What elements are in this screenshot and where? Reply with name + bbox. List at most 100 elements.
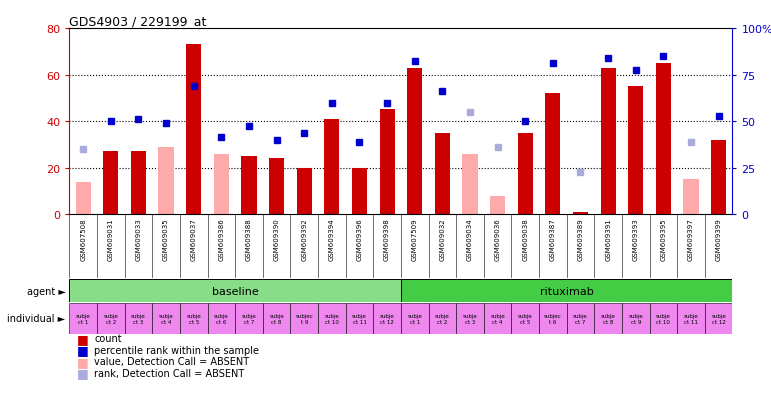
Text: GSM609396: GSM609396 [356,218,362,261]
Text: GSM609391: GSM609391 [605,218,611,261]
Bar [517,133,533,215]
Bar [490,196,505,215]
Bar [103,152,119,215]
Text: GSM609388: GSM609388 [246,218,252,261]
Text: GSM609032: GSM609032 [439,218,446,261]
Text: subje
ct 12: subje ct 12 [712,313,726,324]
Bar [622,303,649,334]
Bar [125,303,152,334]
Bar [152,303,180,334]
Text: subje
ct 2: subje ct 2 [435,313,449,324]
Text: GSM609394: GSM609394 [329,218,335,261]
Bar [180,303,207,334]
Bar [511,303,539,334]
Bar [352,169,367,215]
Text: GSM609038: GSM609038 [522,218,528,261]
Text: GSM609398: GSM609398 [384,218,390,261]
Bar [76,182,91,215]
Bar [705,303,732,334]
Text: subje
ct 7: subje ct 7 [573,313,588,324]
Text: GSM609386: GSM609386 [218,218,224,261]
Text: rank, Detection Call = ABSENT: rank, Detection Call = ABSENT [94,368,244,378]
Bar [656,64,671,215]
Bar [484,303,511,334]
Text: GDS4903 / 229199_at: GDS4903 / 229199_at [69,15,207,28]
Bar [325,119,339,215]
Bar [69,303,97,334]
Text: GSM609399: GSM609399 [715,218,722,261]
Text: ■: ■ [77,355,89,368]
Text: GSM609397: GSM609397 [688,218,694,261]
Text: value, Detection Call = ABSENT: value, Detection Call = ABSENT [94,356,249,366]
Bar [297,169,311,215]
Text: subje
ct 6: subje ct 6 [214,313,229,324]
Text: GSM609395: GSM609395 [661,218,666,261]
Text: GSM609390: GSM609390 [274,218,280,261]
Bar [263,303,291,334]
Bar [269,159,284,215]
Bar [207,303,235,334]
Bar [186,45,201,215]
Text: subje
ct 4: subje ct 4 [159,313,173,324]
Bar [567,303,594,334]
Text: subje
ct 1: subje ct 1 [76,313,90,324]
Text: subje
ct 11: subje ct 11 [684,313,699,324]
Text: individual ►: individual ► [8,313,66,324]
Bar [318,303,345,334]
Text: rituximab: rituximab [540,286,594,296]
Bar [677,303,705,334]
Bar [97,303,125,334]
Text: ■: ■ [77,343,89,356]
Bar [456,303,484,334]
Text: subjec
t 6: subjec t 6 [544,313,562,324]
Text: GSM607508: GSM607508 [80,218,86,261]
Bar [573,212,588,215]
Bar [649,303,677,334]
Text: GSM609393: GSM609393 [633,218,638,261]
Bar [131,152,146,215]
Bar [241,157,257,215]
Text: GSM609036: GSM609036 [495,218,500,261]
Text: baseline: baseline [212,286,258,296]
Bar [429,303,456,334]
Bar [373,303,401,334]
Text: subje
ct 5: subje ct 5 [187,313,201,324]
Bar [628,87,643,215]
Text: subje
ct 11: subje ct 11 [352,313,367,324]
Text: subje
ct 10: subje ct 10 [325,313,339,324]
Bar [401,280,732,302]
Text: subje
ct 5: subje ct 5 [518,313,533,324]
Text: GSM609387: GSM609387 [550,218,556,261]
Bar [214,154,229,215]
Bar [69,280,401,302]
Text: GSM609037: GSM609037 [190,218,197,261]
Text: subje
ct 9: subje ct 9 [628,313,643,324]
Bar [401,303,429,334]
Text: agent ►: agent ► [27,286,66,296]
Text: subjec
t 9: subjec t 9 [295,313,313,324]
Text: subje
ct 2: subje ct 2 [103,313,118,324]
Bar [711,140,726,215]
Bar [435,133,450,215]
Bar [539,303,567,334]
Text: subje
ct 3: subje ct 3 [463,313,477,324]
Text: GSM609389: GSM609389 [577,218,584,261]
Text: GSM609031: GSM609031 [108,218,114,261]
Text: subje
ct 8: subje ct 8 [269,313,284,324]
Bar [601,69,616,215]
Text: subje
ct 1: subje ct 1 [407,313,422,324]
Text: ■: ■ [77,366,89,380]
Bar [235,303,263,334]
Text: subje
ct 10: subje ct 10 [656,313,671,324]
Text: GSM609035: GSM609035 [163,218,169,261]
Bar [407,69,423,215]
Text: subje
ct 7: subje ct 7 [241,313,256,324]
Text: GSM609033: GSM609033 [136,218,141,261]
Text: subje
ct 12: subje ct 12 [380,313,395,324]
Text: percentile rank within the sample: percentile rank within the sample [94,345,259,355]
Text: subje
ct 3: subje ct 3 [131,313,146,324]
Text: GSM609392: GSM609392 [301,218,307,261]
Bar [159,147,173,215]
Bar [379,110,395,215]
Text: GSM607509: GSM607509 [412,218,418,261]
